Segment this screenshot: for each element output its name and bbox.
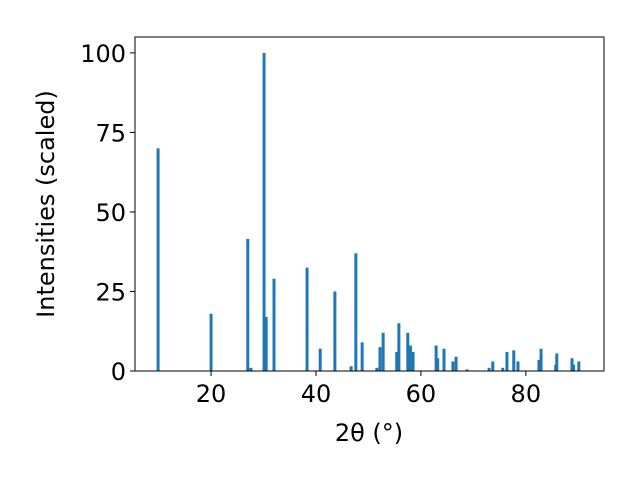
bar bbox=[246, 238, 250, 371]
bar bbox=[305, 267, 309, 371]
bar bbox=[505, 351, 509, 371]
y-tick-label: 25 bbox=[95, 278, 126, 306]
bar bbox=[434, 345, 438, 371]
bar bbox=[570, 358, 574, 371]
bar bbox=[491, 361, 495, 371]
bar bbox=[454, 356, 458, 371]
bar bbox=[537, 359, 541, 371]
bar bbox=[360, 342, 364, 371]
bar bbox=[406, 332, 410, 371]
bar bbox=[349, 366, 353, 371]
bar bbox=[442, 348, 446, 371]
y-tick-label: 50 bbox=[95, 199, 126, 227]
bar bbox=[156, 148, 160, 371]
x-tick-label: 60 bbox=[406, 380, 437, 408]
bar bbox=[249, 367, 253, 371]
y-tick-label: 75 bbox=[95, 119, 126, 147]
bar bbox=[408, 345, 412, 371]
x-tick-label: 80 bbox=[511, 380, 542, 408]
plot-frame bbox=[134, 36, 605, 372]
bar bbox=[512, 350, 516, 371]
y-tick-label: 100 bbox=[80, 40, 126, 68]
bar bbox=[577, 361, 581, 371]
x-tick-label: 40 bbox=[301, 380, 332, 408]
bar bbox=[411, 351, 415, 371]
bar bbox=[397, 323, 401, 371]
bar bbox=[487, 367, 491, 371]
bar bbox=[465, 369, 469, 371]
bar bbox=[333, 291, 337, 371]
bar bbox=[381, 332, 385, 371]
bar bbox=[262, 52, 266, 372]
bar bbox=[378, 347, 382, 371]
bar bbox=[451, 361, 455, 371]
bar bbox=[555, 353, 559, 371]
bar bbox=[209, 313, 213, 371]
bar bbox=[501, 367, 505, 371]
x-axis-label: 2θ (°) bbox=[335, 419, 403, 447]
bar bbox=[318, 348, 322, 371]
bar bbox=[539, 348, 543, 371]
bar bbox=[572, 364, 576, 371]
bar bbox=[436, 358, 440, 371]
bar bbox=[516, 361, 520, 371]
bar bbox=[354, 253, 358, 371]
y-tick-label: 0 bbox=[111, 358, 126, 386]
bar bbox=[375, 367, 379, 371]
bar bbox=[272, 278, 276, 371]
y-axis-label: Intensities (scaled) bbox=[32, 90, 60, 318]
x-tick-label: 20 bbox=[196, 380, 227, 408]
bar bbox=[264, 316, 268, 371]
bar bbox=[395, 351, 399, 371]
